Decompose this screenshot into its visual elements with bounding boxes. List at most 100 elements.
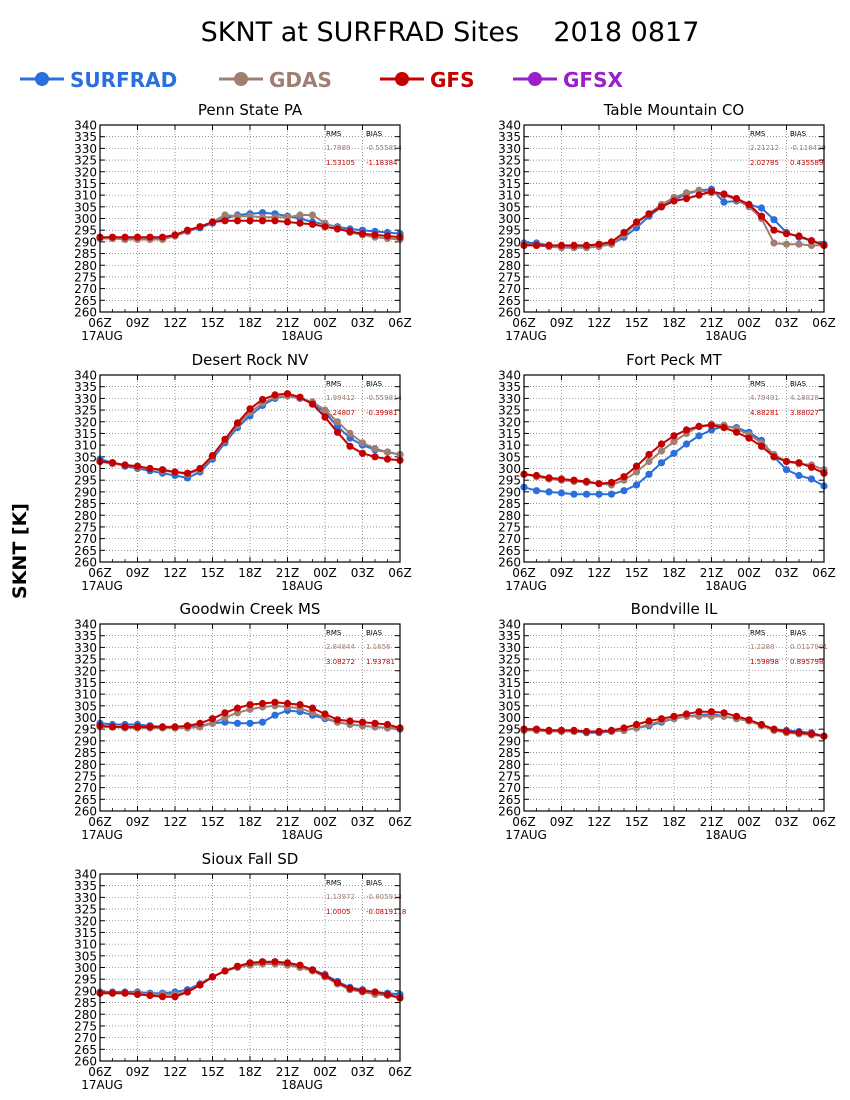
y-tick-label: 290: [74, 235, 97, 249]
data-point: [283, 218, 292, 226]
y-tick-label: 285: [74, 497, 97, 511]
data-point: [695, 422, 703, 430]
y-tick-label: 315: [74, 427, 97, 441]
data-point: [657, 203, 666, 211]
data-point: [670, 197, 678, 205]
date-label: 17AUG: [81, 579, 123, 593]
stats-header-bias: BIAS: [790, 380, 807, 388]
legend-marker: [35, 72, 49, 86]
data-point: [807, 475, 816, 483]
stats-header-rms: RMS: [750, 130, 766, 138]
data-point: [158, 723, 167, 731]
x-tick-label: 12Z: [587, 316, 611, 330]
y-tick-label: 265: [74, 294, 97, 308]
x-tick-label: 00Z: [737, 566, 761, 580]
stat-bias-gfs: -0.0819118: [366, 908, 406, 916]
data-point: [582, 241, 591, 249]
data-point: [595, 490, 603, 498]
y-tick-label: 275: [74, 1019, 97, 1033]
legend-label: GFS: [430, 68, 474, 92]
y-tick-label: 335: [498, 380, 521, 394]
data-point: [158, 466, 167, 474]
x-tick-label: 09Z: [126, 1065, 150, 1079]
data-point: [233, 217, 242, 225]
date-label: 18AUG: [281, 579, 323, 593]
legend-item-gfs: GFS: [380, 68, 474, 92]
y-tick-label: 280: [498, 758, 521, 772]
panel-title: Fort Peck MT: [626, 351, 722, 369]
x-tick-label: 12Z: [163, 815, 187, 829]
data-point: [632, 720, 641, 729]
date-label: 17AUG: [505, 329, 547, 343]
data-point: [720, 424, 728, 432]
data-point: [682, 710, 691, 718]
data-point: [308, 966, 317, 974]
data-point: [620, 473, 628, 481]
x-tick-label: 03Z: [775, 316, 799, 330]
stat-rms-gfs: 1.0005: [326, 908, 351, 916]
data-point: [383, 990, 392, 999]
data-point: [632, 218, 641, 226]
y-tick-label: 260: [74, 1055, 97, 1069]
data-point: [258, 718, 267, 726]
x-tick-label: 09Z: [126, 815, 150, 829]
y-tick-label: 280: [74, 1008, 97, 1022]
y-tick-label: 310: [74, 439, 97, 453]
data-point: [196, 464, 204, 473]
stats-header-rms: RMS: [750, 380, 766, 388]
y-tick-label: 265: [498, 793, 521, 807]
y-tick-label: 280: [74, 509, 97, 523]
stat-bias-gdas: -0.559814: [366, 394, 402, 402]
data-point: [682, 440, 691, 448]
y-tick-label: 275: [498, 769, 521, 783]
data-point: [770, 453, 778, 461]
y-tick-label: 310: [74, 938, 97, 952]
data-point: [707, 188, 716, 196]
data-point: [732, 195, 741, 203]
data-point: [221, 709, 229, 717]
y-tick-label: 335: [74, 629, 97, 643]
data-point: [183, 226, 192, 234]
y-tick-label: 280: [74, 758, 97, 772]
y-tick-label: 315: [74, 926, 97, 940]
data-point: [645, 210, 653, 218]
plot-frame: [523, 623, 825, 812]
data-point: [221, 211, 229, 219]
y-tick-label: 320: [498, 415, 521, 429]
data-point: [208, 452, 217, 460]
y-tick-label: 300: [498, 212, 521, 226]
data-point: [146, 991, 154, 1000]
legend-label: GFSX: [563, 68, 623, 92]
data-point: [258, 958, 267, 966]
x-tick-label: 12Z: [163, 566, 187, 580]
x-tick-label: 06Z: [512, 316, 536, 330]
x-tick-label: 03Z: [351, 566, 375, 580]
data-point: [371, 988, 379, 996]
data-point: [707, 708, 716, 716]
stat-rms-gfs: 4.88281: [750, 409, 779, 417]
data-point: [346, 717, 354, 725]
data-point: [171, 723, 179, 731]
data-point: [133, 723, 142, 731]
data-point: [308, 220, 317, 228]
stat-rms-gdas: 1.2288: [750, 643, 775, 651]
data-point: [607, 726, 616, 735]
legend-item-gfsx: GFSX: [513, 68, 623, 92]
data-point: [346, 429, 354, 437]
y-tick-label: 295: [74, 224, 97, 238]
y-tick-label: 295: [74, 973, 97, 987]
data-point: [770, 725, 778, 733]
y-tick-label: 270: [74, 1031, 97, 1045]
data-point: [183, 469, 192, 477]
y-tick-label: 270: [498, 781, 521, 795]
y-tick-label: 315: [74, 676, 97, 690]
stat-rms-gdas: 2.84844: [326, 643, 355, 651]
y-tick-label: 305: [498, 699, 521, 713]
y-tick-label: 310: [498, 189, 521, 203]
y-tick-label: 280: [498, 259, 521, 273]
data-point: [570, 241, 578, 249]
data-point: [670, 712, 678, 720]
y-tick-label: 325: [74, 404, 97, 418]
data-point: [296, 701, 304, 709]
plot-frame: [99, 873, 401, 1062]
